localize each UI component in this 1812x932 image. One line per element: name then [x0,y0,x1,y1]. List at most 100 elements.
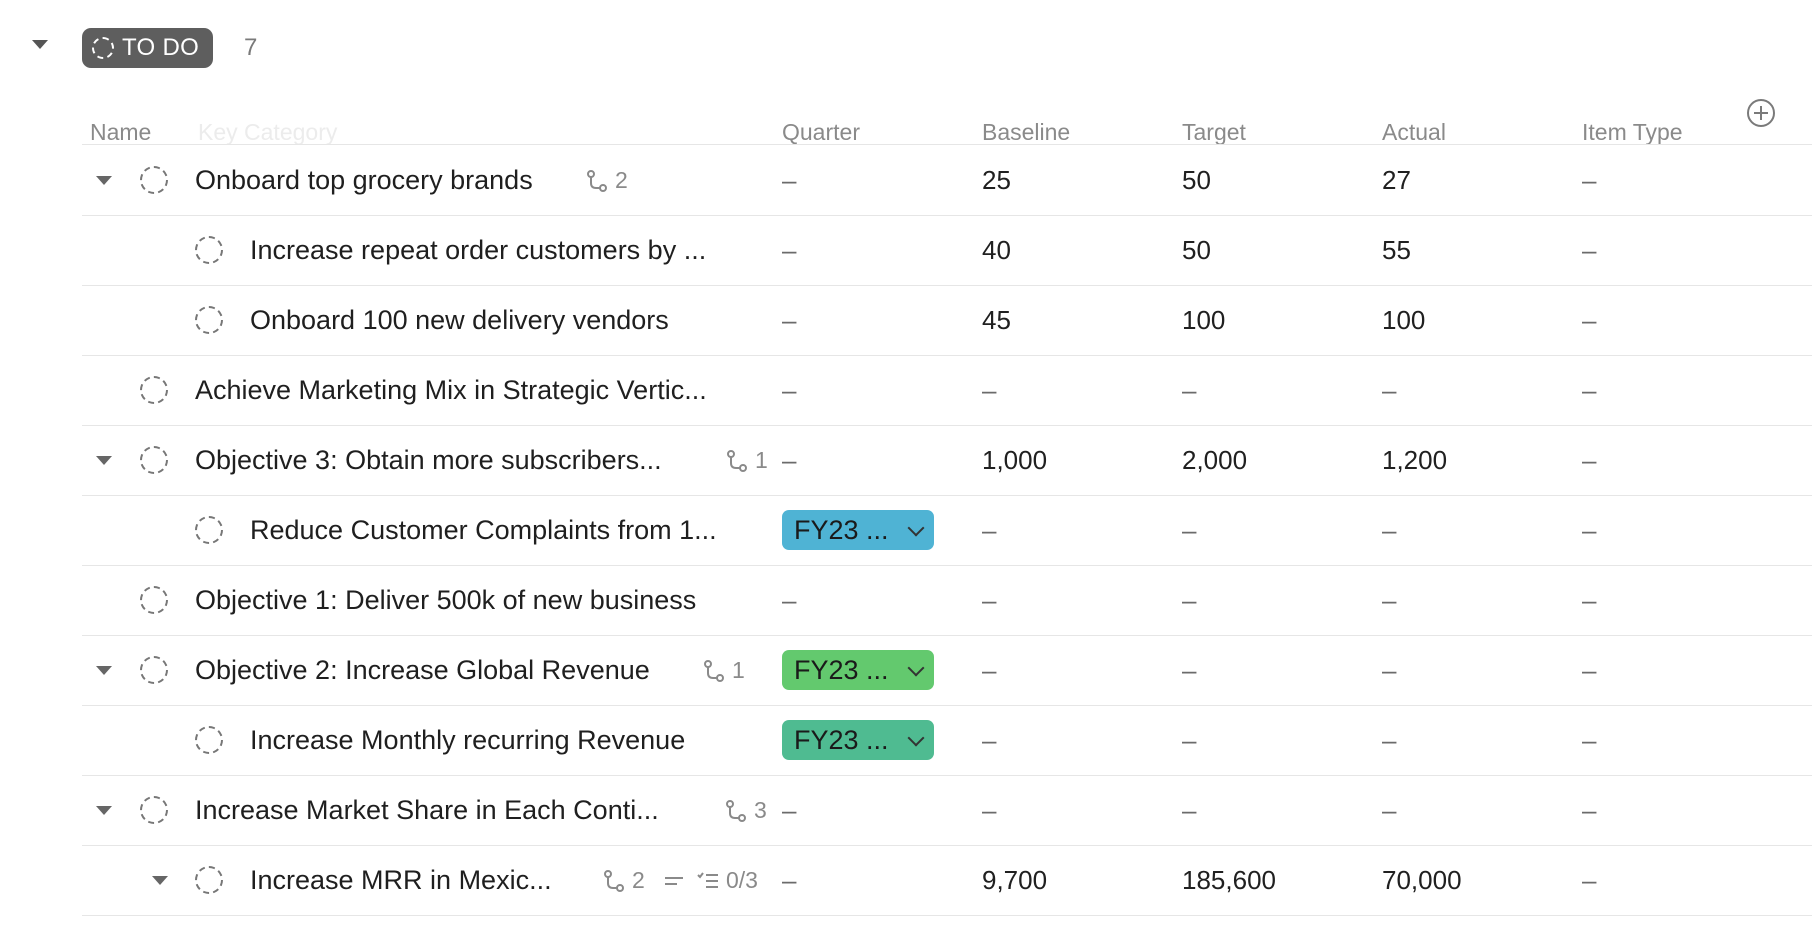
target-cell[interactable]: 100 [1182,305,1226,335]
item-type-cell[interactable]: – [1582,305,1597,335]
item-type-cell[interactable]: – [1582,795,1597,825]
status-todo-icon[interactable] [195,516,223,544]
task-name[interactable]: Reduce Customer Complaints from 1... [250,515,717,545]
table-row[interactable]: Achieve Marketing Mix in Strategic Verti… [82,356,1812,426]
task-name[interactable]: Onboard 100 new delivery vendors [250,305,669,335]
task-name[interactable]: Objective 2: Increase Global Revenue [195,655,650,685]
group-collapse-caret-icon[interactable] [32,40,48,49]
table-row[interactable]: Reduce Customer Complaints from 1... FY2… [82,496,1812,566]
subtask-count-badge[interactable]: 3 [724,776,767,845]
item-type-cell[interactable]: – [1582,445,1597,475]
status-todo-icon[interactable] [140,656,168,684]
quarter-cell[interactable]: – [782,795,797,825]
table-row[interactable]: Increase MRR in Mexic... 2 0/3 – 9,700 1… [82,846,1812,916]
baseline-cell[interactable]: – [982,725,997,755]
actual-cell[interactable]: – [1382,375,1397,405]
table-row[interactable]: Increase Monthly recurring Revenue FY23 … [82,706,1812,776]
task-name[interactable]: Achieve Marketing Mix in Strategic Verti… [195,375,707,405]
item-type-cell[interactable]: – [1582,165,1597,195]
checklist-indicator[interactable]: 0/3 [696,846,758,915]
actual-cell[interactable]: – [1382,725,1397,755]
table-row[interactable]: Objective 2: Increase Global Revenue 1 F… [82,636,1812,706]
status-todo-icon[interactable] [140,586,168,614]
table-row[interactable]: Increase Market Share in Each Conti... 3… [82,776,1812,846]
expand-caret-icon[interactable] [96,806,112,815]
table-row[interactable]: Onboard top grocery brands 2 – 25 50 27 … [82,146,1812,216]
status-todo-icon[interactable] [195,236,223,264]
actual-cell[interactable]: – [1382,515,1397,545]
actual-cell[interactable]: 100 [1382,305,1426,335]
actual-cell[interactable]: 70,000 [1382,865,1462,895]
status-todo-icon[interactable] [140,166,168,194]
task-name[interactable]: Increase Monthly recurring Revenue [250,725,686,755]
item-type-cell[interactable]: – [1582,515,1597,545]
item-type-cell[interactable]: – [1582,865,1597,895]
subtask-count-badge[interactable]: 2 [585,146,628,215]
item-type-cell[interactable]: – [1582,375,1597,405]
expand-caret-icon[interactable] [96,176,112,185]
baseline-cell[interactable]: 40 [982,235,1011,265]
expand-caret-icon[interactable] [96,456,112,465]
task-name[interactable]: Objective 3: Obtain more subscribers... [195,445,662,475]
target-cell[interactable]: 185,600 [1182,865,1276,895]
quarter-cell[interactable]: – [782,235,797,265]
actual-cell[interactable]: 1,200 [1382,445,1448,475]
target-cell[interactable]: – [1182,515,1197,545]
baseline-cell[interactable]: – [982,585,997,615]
item-type-cell[interactable]: – [1582,725,1597,755]
column-header-name[interactable]: Name [90,119,152,145]
status-todo-icon[interactable] [140,446,168,474]
column-header-actual[interactable]: Actual [1382,119,1446,145]
item-type-cell[interactable]: – [1582,235,1597,265]
expand-caret-icon[interactable] [152,876,168,885]
actual-cell[interactable]: – [1382,795,1397,825]
quarter-cell[interactable]: – [782,305,797,335]
column-header-baseline[interactable]: Baseline [982,119,1071,145]
quarter-cell[interactable]: – [782,865,797,895]
status-todo-icon[interactable] [140,376,168,404]
target-cell[interactable]: – [1182,795,1197,825]
subtask-count-badge[interactable]: 1 [702,636,745,705]
status-todo-icon[interactable] [140,796,168,824]
item-type-cell[interactable]: – [1582,655,1597,685]
target-cell[interactable]: 2,000 [1182,445,1248,475]
target-cell[interactable]: – [1182,585,1197,615]
baseline-cell[interactable]: 1,000 [982,445,1048,475]
expand-caret-icon[interactable] [96,666,112,675]
status-todo-icon[interactable] [195,726,223,754]
column-header-target[interactable]: Target [1182,119,1246,145]
baseline-cell[interactable]: – [982,515,997,545]
status-todo-icon[interactable] [195,306,223,334]
baseline-cell[interactable]: 9,700 [982,865,1048,895]
task-name[interactable]: Onboard top grocery brands [195,165,533,195]
column-header-item-type[interactable]: Item Type [1582,119,1683,145]
baseline-cell[interactable]: – [982,375,997,405]
actual-cell[interactable]: – [1382,655,1397,685]
target-cell[interactable]: 50 [1182,165,1211,195]
table-row[interactable]: Objective 1: Deliver 500k of new busines… [82,566,1812,636]
quarter-cell[interactable]: – [782,375,797,405]
task-name[interactable]: Increase repeat order customers by ... [250,235,707,265]
quarter-cell[interactable]: – [782,445,797,475]
subtask-count-badge[interactable]: 1 [725,426,768,495]
actual-cell[interactable]: – [1382,585,1397,615]
status-group-badge[interactable]: TO DO [82,28,214,68]
item-type-cell[interactable]: – [1582,585,1597,615]
task-name[interactable]: Objective 1: Deliver 500k of new busines… [195,585,697,615]
target-cell[interactable]: – [1182,655,1197,685]
column-header-quarter[interactable]: Quarter [782,119,860,145]
table-row[interactable]: Onboard 100 new delivery vendors – 45 10… [82,286,1812,356]
subtask-count-badge[interactable]: 2 [602,846,645,915]
add-column-plus-icon[interactable] [1747,99,1775,127]
baseline-cell[interactable]: – [982,795,997,825]
baseline-cell[interactable]: 25 [982,165,1011,195]
baseline-cell[interactable]: – [982,655,997,685]
quarter-dropdown[interactable]: FY23 ... [782,720,934,760]
table-row[interactable]: Increase repeat order customers by ... –… [82,216,1812,286]
target-cell[interactable]: – [1182,375,1197,405]
task-name[interactable]: Increase Market Share in Each Conti... [195,795,659,825]
baseline-cell[interactable]: 45 [982,305,1011,335]
quarter-cell[interactable]: – [782,585,797,615]
status-todo-icon[interactable] [195,866,223,894]
quarter-cell[interactable]: – [782,165,797,195]
